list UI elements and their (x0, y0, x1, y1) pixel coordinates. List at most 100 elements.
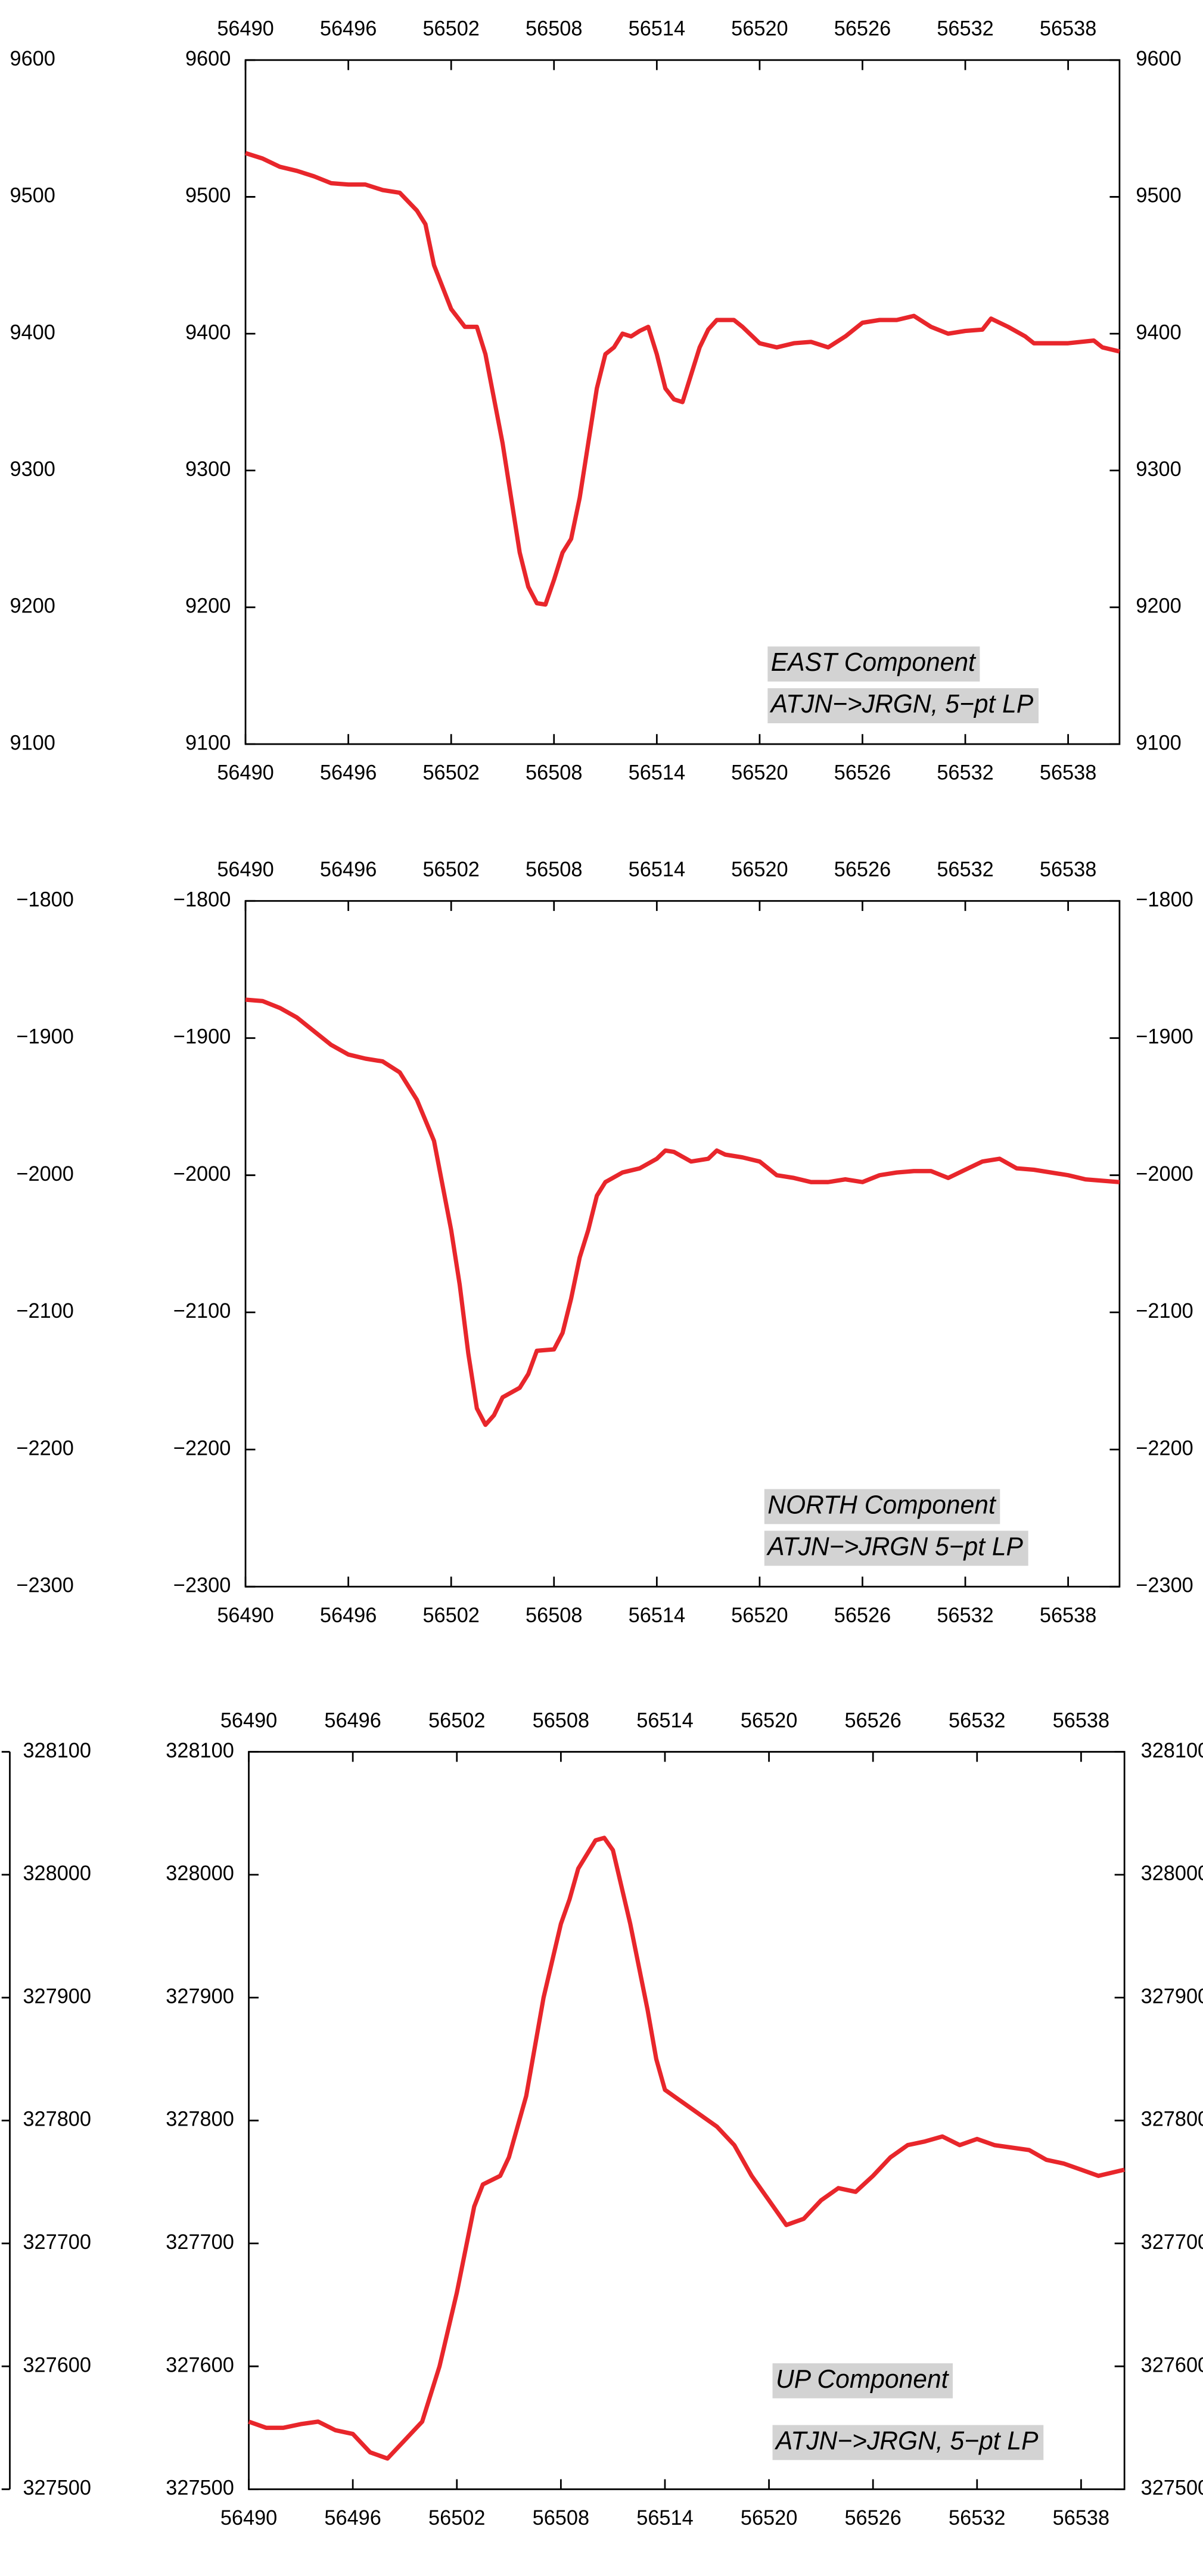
y-tick-label: −1900 (173, 1025, 231, 1048)
data-line (244, 151, 1120, 607)
x-tick-label: 56514 (629, 761, 685, 784)
panel: 56490 56490 56496 56496 56502 56502 56508 56508… (10, 17, 1181, 784)
x-tick-label-top: 56538 (1053, 1709, 1109, 1732)
y-tick-label-clipped: 9500 (10, 184, 55, 207)
plot-frame (244, 59, 1121, 745)
x-tick-label: 56520 (731, 1604, 788, 1627)
y-tick-label: 9200 (185, 595, 231, 617)
x-tick-label: 56514 (629, 1604, 685, 1627)
y-tick-label: 328000 (166, 1862, 234, 1885)
annotation: ATJN−>JRGN 5−pt LP (766, 1532, 1023, 1561)
y-tick-label: −2200 (173, 1437, 231, 1460)
y-tick-label-clipped: 327700 (23, 2231, 91, 2254)
y-tick-label-right: −1800 (1136, 888, 1193, 911)
x-tick-label-top: 56490 (217, 17, 273, 40)
x-tick-label: 56526 (844, 2507, 901, 2530)
annotation: UP Component (776, 2365, 949, 2393)
x-tick-label-top: 56538 (1040, 17, 1096, 40)
y-tick-label-right: −2000 (1136, 1163, 1193, 1186)
y-tick-label-right: 327600 (1141, 2354, 1203, 2376)
y-tick-label-right: −2200 (1136, 1437, 1193, 1460)
annotation-box (764, 1489, 1000, 1525)
annotation: ATJN−>JRGN, 5−pt LP (769, 690, 1034, 718)
x-tick-label-top: 56496 (324, 1709, 381, 1732)
y-tick-label-clipped: −2300 (16, 1574, 73, 1597)
x-tick-label-top: 56520 (731, 17, 788, 40)
y-tick-label: 9400 (185, 321, 231, 344)
y-tick-label-right: −1900 (1136, 1025, 1193, 1048)
y-tick-label-clipped: 328100 (23, 1740, 91, 1762)
y-tick-label: −2300 (173, 1574, 231, 1597)
y-tick-label: −1800 (173, 888, 231, 911)
x-tick-label: 56532 (937, 1604, 993, 1627)
y-tick-label: 9100 (185, 732, 231, 754)
annotation-box (767, 646, 980, 682)
y-tick-label-clipped: −1800 (16, 888, 73, 911)
x-tick-label-top: 56508 (533, 1709, 589, 1732)
x-tick-label-top: 56526 (834, 858, 891, 881)
y-tick-label-right: 328000 (1141, 1862, 1203, 1885)
x-tick-label: 56490 (217, 761, 273, 784)
y-tick-label-clipped: 9100 (10, 732, 55, 754)
x-tick-label-top: 56520 (731, 858, 788, 881)
annotation-box (772, 2425, 1044, 2460)
x-tick-label: 56496 (320, 761, 377, 784)
y-tick-label: 327500 (166, 2477, 234, 2499)
y-tick-label-clipped: −2000 (16, 1163, 73, 1186)
y-tick-label: 328100 (166, 1740, 234, 1762)
y-tick-label-right: 9500 (1136, 184, 1181, 207)
annotation: ATJN−>JRGN, 5−pt LP (774, 2426, 1039, 2455)
y-tick-label: 9600 (185, 48, 231, 70)
y-tick-label-right: 327700 (1141, 2231, 1203, 2254)
plot-frame (248, 1751, 1126, 2490)
x-tick-label-top: 56526 (834, 17, 891, 40)
y-tick-label: 9500 (185, 184, 231, 207)
x-tick-label-top: 56508 (526, 17, 582, 40)
y-tick-label-clipped: 327800 (23, 2108, 91, 2130)
x-tick-label-top: 56532 (937, 17, 993, 40)
x-tick-label-top: 56532 (937, 858, 993, 881)
x-tick-label: 56508 (526, 1604, 582, 1627)
y-tick-label-clipped: −1900 (16, 1025, 73, 1048)
x-tick-label: 56538 (1040, 1604, 1096, 1627)
x-tick-label: 56538 (1053, 2507, 1109, 2530)
y-tick-label-clipped: −2200 (16, 1437, 73, 1460)
x-tick-label-top: 56538 (1040, 858, 1096, 881)
y-tick-label-clipped: 328000 (23, 1862, 91, 1885)
y-tick-label-clipped: 327600 (23, 2354, 91, 2376)
y-tick-label: 327800 (166, 2108, 234, 2130)
annotation-box (764, 1530, 1028, 1566)
y-tick-label-clipped: −2100 (16, 1300, 73, 1323)
y-tick-label-right: 327500 (1141, 2477, 1203, 2499)
y-tick-label: 327700 (166, 2231, 234, 2254)
x-tick-label-top: 56508 (526, 858, 582, 881)
data-line (245, 997, 1120, 1427)
x-tick-label: 56502 (422, 1604, 479, 1627)
x-tick-label: 56538 (1040, 761, 1096, 784)
y-tick-label: 327600 (166, 2354, 234, 2376)
x-tick-label: 56514 (636, 2507, 693, 2530)
annotation: NORTH Component (767, 1491, 996, 1519)
y-tick-label-clipped: 9200 (10, 595, 55, 617)
y-tick-label-clipped: 9600 (10, 48, 55, 70)
x-tick-label-top: 56496 (320, 17, 377, 40)
y-tick-label-clipped: 327900 (23, 1985, 91, 2008)
y-tick-label-clipped: 327500 (23, 2477, 91, 2499)
x-tick-label-top: 56496 (320, 858, 377, 881)
y-tick-label-right: 9300 (1136, 458, 1181, 481)
x-tick-label-top: 56514 (636, 1709, 693, 1732)
y-tick-label-right: 9600 (1136, 48, 1181, 70)
plot-frame (244, 900, 1121, 1588)
x-tick-label-top: 56490 (220, 1709, 277, 1732)
y-tick-label-right: −2100 (1136, 1300, 1193, 1323)
x-tick-label-top: 56502 (428, 1709, 485, 1732)
x-tick-label-top: 56520 (741, 1709, 797, 1732)
y-tick-label-right: 9400 (1136, 321, 1181, 344)
x-tick-label: 56490 (217, 1604, 273, 1627)
y-tick-label-right: −2300 (1136, 1574, 1193, 1597)
x-tick-label: 56496 (324, 2507, 381, 2530)
x-tick-label: 56520 (741, 2507, 797, 2530)
data-line (248, 1835, 1125, 2461)
annotation-box (772, 2363, 953, 2398)
